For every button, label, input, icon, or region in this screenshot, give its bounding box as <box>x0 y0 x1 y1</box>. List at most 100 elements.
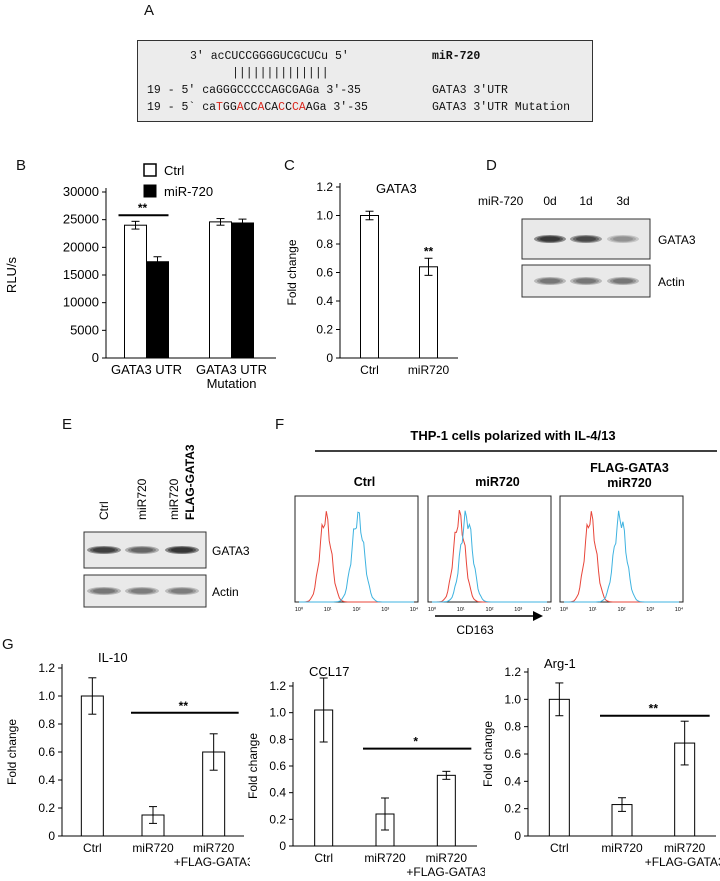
blot-row-label: Actin <box>658 275 685 289</box>
significance-marker: ** <box>649 702 659 716</box>
histogram-title: FLAG-GATA3 <box>590 461 669 475</box>
panel-label-e: E <box>62 416 73 433</box>
x-tick-label: miR720 <box>364 851 406 865</box>
bar <box>419 266 438 359</box>
protein-band <box>540 236 560 242</box>
blot-row-label: GATA3 <box>658 233 696 247</box>
treatment-label: miR-720 <box>478 194 524 208</box>
y-axis-label: Fold change <box>285 239 299 305</box>
protein-band <box>131 588 153 594</box>
y-tick-label: 1.0 <box>269 706 286 720</box>
blot-membrane <box>521 218 651 260</box>
lane-label: miR720 <box>167 478 181 520</box>
y-tick-label: 0 <box>92 350 99 365</box>
protein-band <box>613 236 633 242</box>
y-tick-label: 0 <box>326 351 333 365</box>
protein-band <box>610 235 636 243</box>
y-tick-label: 20000 <box>63 239 99 254</box>
utr-mutation-label: GATA3 3'UTR Mutation <box>432 101 571 114</box>
y-tick-label: 0 <box>514 829 521 843</box>
x-tick-label: GATA3 UTR <box>196 362 267 377</box>
y-tick-label: 0.6 <box>269 759 286 773</box>
protein-band <box>610 277 636 285</box>
protein-band <box>168 546 196 554</box>
blot-membrane <box>83 574 207 608</box>
protein-band <box>128 546 156 554</box>
flow-title: THP-1 cells polarized with IL-4/13 <box>410 428 615 443</box>
y-tick-label: 0.8 <box>269 732 286 746</box>
sequence-segment: CC <box>243 101 258 114</box>
mutated-base: C <box>278 101 286 114</box>
protein-band <box>125 587 159 595</box>
utr-sequence: 19 - 5' caGGGCCCCCAGCGAGa 3'-35 <box>147 84 361 97</box>
panel-label-g: G <box>2 636 14 653</box>
cd163-histogram <box>564 510 679 603</box>
chart-title: IL-10 <box>98 650 128 665</box>
histogram-title: miR720 <box>607 476 652 490</box>
x-tick-label: 10² <box>618 607 626 613</box>
protein-band <box>131 547 153 553</box>
y-tick-label: 0.2 <box>38 801 55 815</box>
panel-label-c: C <box>284 157 295 174</box>
y-axis-label: Fold change <box>246 733 260 799</box>
significance-marker: ** <box>179 699 189 713</box>
chart-title: Arg-1 <box>544 656 576 671</box>
protein-band <box>573 277 599 285</box>
histogram-frame <box>294 495 419 603</box>
cd163-histogram <box>299 511 414 603</box>
x-tick-label: miR720 <box>664 841 706 855</box>
y-tick-label: 15000 <box>63 267 99 282</box>
arg1-fold-change-chart: 0 0.2 0.4 0.6 0.8 1.0 1.2 Fold change Arg-1 Ctrl m… <box>481 656 720 869</box>
x-tick-label: +FLAG-GATA3 <box>174 855 250 869</box>
histogram-frame <box>559 495 684 603</box>
bar <box>231 222 254 359</box>
sequence-alignment-box: 3' acCUCCGGGGUCGCUCu 5' miR-720 ||||||||… <box>137 40 593 122</box>
y-tick-label: 0.8 <box>316 237 333 251</box>
panel-label-a: A <box>144 2 155 19</box>
bar <box>124 224 147 359</box>
y-tick-label: 0.8 <box>38 717 55 731</box>
lane-label: Ctrl <box>97 501 111 520</box>
sequence-segment: GG <box>222 101 237 114</box>
lane-label-flag-gata3: FLAG-GATA3 <box>183 444 197 520</box>
bar <box>548 698 570 837</box>
legend-swatch-mir720 <box>143 184 157 198</box>
y-tick-label: 5000 <box>70 322 99 337</box>
x-tick-label: Ctrl <box>83 841 102 855</box>
sequence-segment: AGa 3'-35 <box>305 101 368 114</box>
x-tick-label: 10¹ <box>457 607 465 613</box>
lane-label: miR720 <box>135 478 149 520</box>
protein-band <box>128 587 156 595</box>
x-tick-label: +FLAG-GATA3 <box>406 865 485 879</box>
y-tick-label: 10000 <box>63 295 99 310</box>
mutated-base: CA <box>291 101 306 114</box>
x-tick-label: 10³ <box>646 607 654 613</box>
y-tick-label: 0.2 <box>269 812 286 826</box>
protein-band <box>570 235 602 243</box>
protein-band <box>87 587 121 595</box>
mutated-base: A <box>257 101 265 114</box>
protein-band <box>576 236 596 242</box>
legend-label-ctrl: Ctrl <box>164 163 184 178</box>
x-tick-label: Mutation <box>207 376 257 391</box>
il10-fold-change-chart: 0 0.2 0.4 0.6 0.8 1.0 1.2 Fold change IL-10 Ctrl m… <box>5 650 250 869</box>
significance-marker: * <box>413 735 418 749</box>
chart-title: CCL17 <box>309 664 349 679</box>
x-tick-label: +FLAG-GATA3 <box>645 855 720 869</box>
blot-membrane <box>83 531 207 569</box>
flow-x-label: CD163 <box>456 623 494 637</box>
x-tick-label: 10² <box>486 607 494 613</box>
x-tick-label: miR720 <box>408 363 450 377</box>
luciferase-bar-chart: 0 5000 10000 15000 20000 25000 30000 RLU/s GATA3… <box>4 163 276 391</box>
arrow-head-icon <box>533 611 543 621</box>
y-tick-label: 0.4 <box>504 774 521 788</box>
y-tick-label: 0.2 <box>504 802 521 816</box>
panel-label-d: D <box>486 157 497 174</box>
western-blot-d: miR-720 0d 1d 3d GATA3 Actin <box>478 194 696 298</box>
cd163-histogram <box>432 510 547 603</box>
protein-band <box>171 547 193 553</box>
protein-band <box>90 587 118 595</box>
y-tick-label: 1.0 <box>38 689 55 703</box>
y-tick-label: 0.4 <box>38 773 55 787</box>
protein-band <box>570 277 602 285</box>
